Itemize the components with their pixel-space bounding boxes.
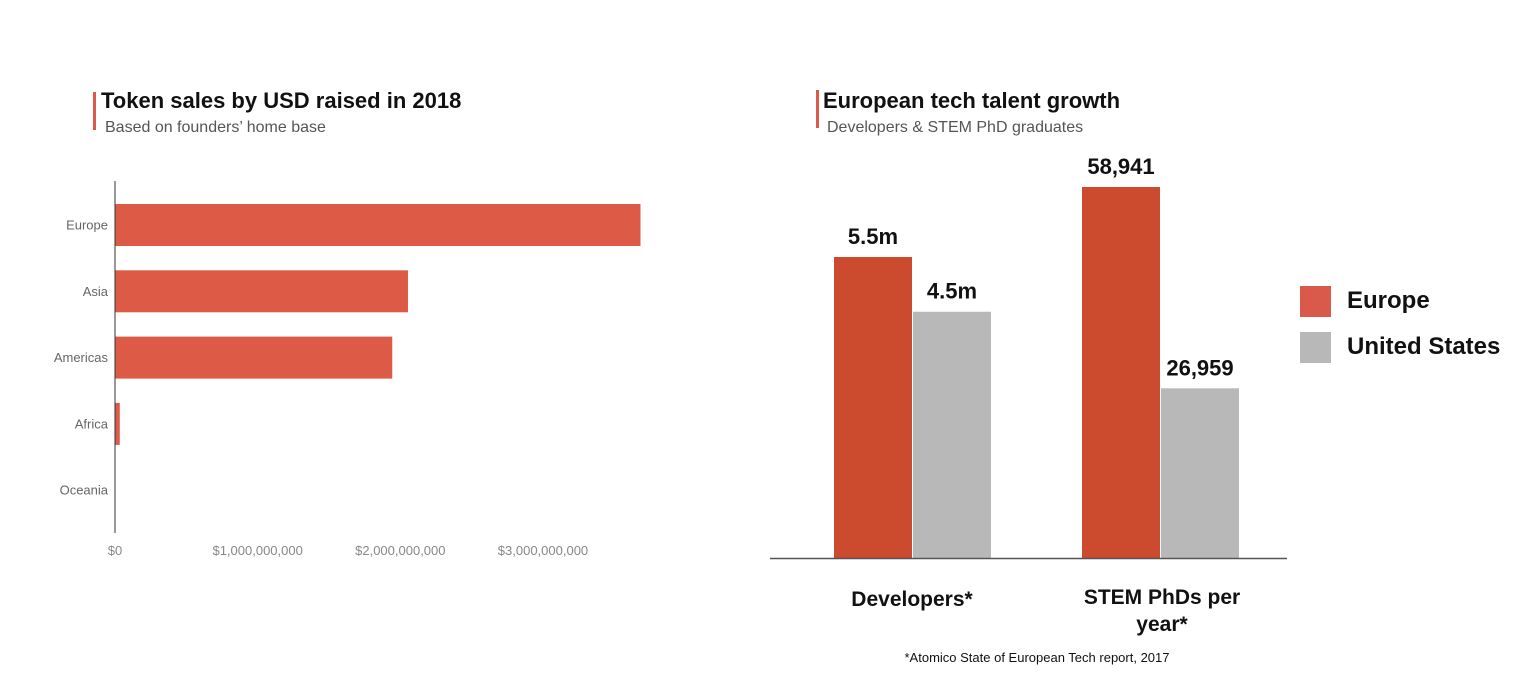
right-bar-europe-developers xyxy=(834,257,912,558)
left-x-tick-label: $1,000,000,000 xyxy=(212,543,302,558)
right-data-label: 5.5m xyxy=(848,224,898,249)
footnote: *Atomico State of European Tech report, … xyxy=(904,650,1170,665)
left-x-tick-label: $0 xyxy=(108,543,122,558)
left-y-tick-label: Africa xyxy=(75,416,109,431)
left-chart-title: Token sales by USD raised in 2018 xyxy=(101,88,462,113)
legend-item-united-states: United States xyxy=(1300,324,1500,370)
right-title-accent xyxy=(816,90,819,128)
legend-label-united-states: United States xyxy=(1347,333,1501,360)
left-x-tick-label: $2,000,000,000 xyxy=(355,543,445,558)
left-y-tick-label: Europe xyxy=(66,218,108,233)
right-bar-united-states-stem-phds-per-year xyxy=(1161,388,1239,558)
left-bar-chart: Europe Asia Americas Africa Oceania $0 $1,000,… xyxy=(54,181,641,558)
chart-legend: Europe United States xyxy=(1300,278,1500,370)
left-bar-africa xyxy=(115,402,120,445)
right-chart-subtitle: Developers & STEM PhD graduates xyxy=(827,119,1084,136)
left-y-tick-label: Americas xyxy=(54,350,109,365)
left-title-accent xyxy=(93,92,96,130)
left-y-tick-label: Oceania xyxy=(60,483,109,498)
right-x-tick-label: Developers* xyxy=(851,588,973,611)
legend-swatch-united-states xyxy=(1300,331,1331,363)
left-bar-europe xyxy=(115,204,641,246)
legend-item-europe: Europe xyxy=(1300,278,1500,324)
left-chart-subtitle: Based on founders’ home base xyxy=(105,119,326,136)
left-bar-asia xyxy=(115,270,408,313)
right-chart-title: European tech talent growth xyxy=(823,88,1121,113)
right-data-label: 4.5m xyxy=(927,279,977,304)
right-bar-europe-stem-phds-per-year xyxy=(1082,187,1160,558)
left-bar-americas xyxy=(115,336,393,379)
legend-swatch-europe xyxy=(1300,285,1331,317)
right-data-label: 26,959 xyxy=(1166,355,1233,380)
legend-label-europe: Europe xyxy=(1347,287,1430,314)
right-data-label: 58,941 xyxy=(1087,154,1154,179)
left-x-tick-label: $3,000,000,000 xyxy=(498,543,588,558)
right-x-tick-label: STEM PhDs per year* xyxy=(1084,586,1240,636)
right-bar-united-states-developers xyxy=(913,311,991,558)
left-y-tick-label: Asia xyxy=(83,284,109,299)
